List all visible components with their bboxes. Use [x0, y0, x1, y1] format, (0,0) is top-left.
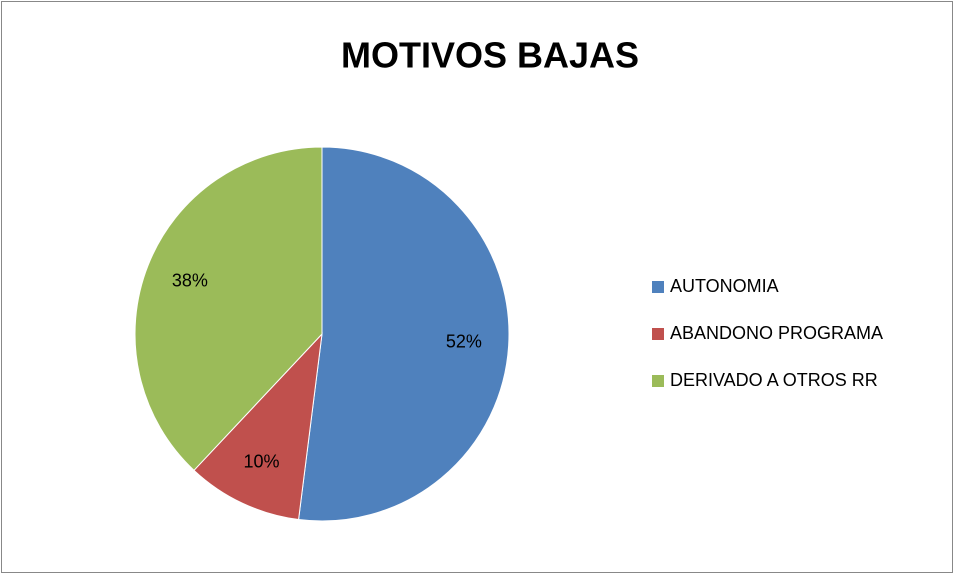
pie-slice: [134, 146, 323, 472]
data-label: 10%: [243, 451, 279, 471]
pie-slice: [193, 332, 323, 521]
legend-swatch: [652, 328, 664, 340]
legend-label: ABANDONO PROGRAMA: [670, 323, 883, 343]
pie-slice: [298, 146, 510, 522]
data-label: 52%: [446, 332, 482, 352]
legend-label: DERIVADO A OTROS RR: [670, 370, 878, 390]
chart-title: MOTIVOS BAJAS: [341, 35, 639, 76]
legend-label: AUTONOMIA: [670, 276, 779, 296]
legend-swatch: [652, 375, 664, 387]
legend-swatch: [652, 281, 664, 293]
data-label: 38%: [172, 270, 208, 290]
